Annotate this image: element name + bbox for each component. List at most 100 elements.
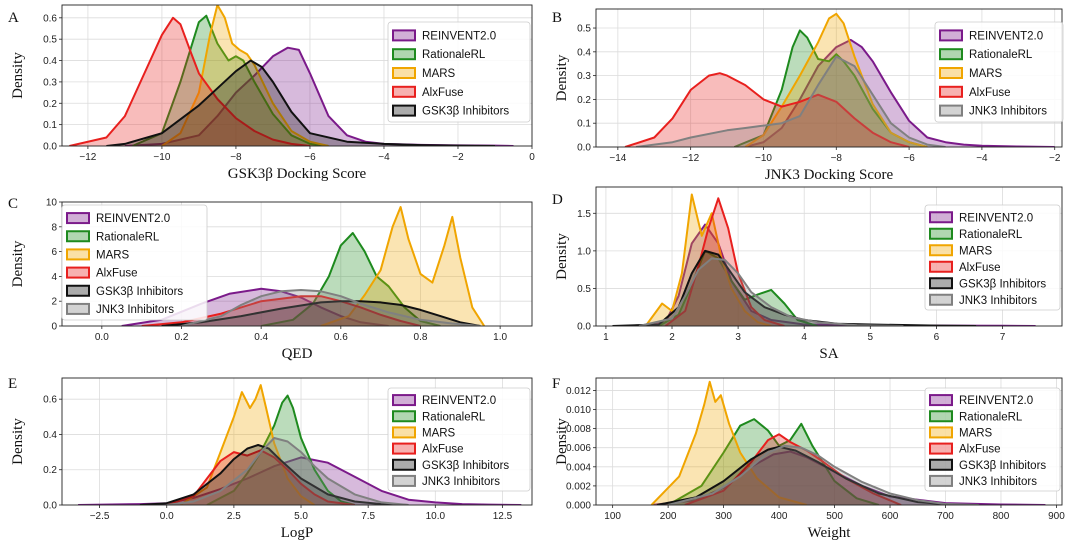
legend: REINVENT2.0 RationaleRL MARS AlxFuse GSK3β I… — [924, 387, 1061, 492]
y-tick-label: 0.0 — [43, 501, 57, 512]
legend-label-mars: MARS — [959, 245, 993, 257]
density-area-reinvent2-0 — [651, 451, 1046, 505]
density-area-alxfuse — [625, 73, 910, 147]
legend-label-alxfuse: AlxFuse — [959, 444, 1001, 456]
legend-swatch-mars — [392, 426, 416, 439]
legend: REINVENT2.0 RationaleRL MARS AlxFuse GSK3β I… — [387, 21, 531, 123]
legend-swatch-reinvent2-0 — [392, 394, 416, 407]
y-tick-label: 0.4 — [43, 430, 57, 441]
x-tick-label: −12 — [79, 152, 96, 163]
legend-box — [934, 21, 1064, 123]
density-area-alxfuse — [166, 450, 355, 505]
x-tick-label: −10 — [153, 152, 170, 163]
legend-swatch-mars — [929, 244, 953, 257]
y-tick-label: 0.6 — [43, 395, 57, 406]
y-axis-label: Density — [10, 418, 26, 465]
axes-frame — [595, 186, 1063, 327]
x-axis-label: LogP — [281, 525, 314, 541]
legend-label-rationalerl: RationaleRL — [959, 229, 1023, 241]
legend-label-gsk3-inhibitors: GSK3β Inhibitors — [422, 106, 509, 118]
density-line-gsk3-inhibitors — [106, 59, 496, 146]
density-line-rationalerl — [206, 394, 355, 505]
y-tick-label: 0 — [51, 322, 57, 333]
y-tick-label: 0.0 — [577, 143, 591, 154]
legend-swatch-alxfuse — [392, 85, 416, 98]
density-line-jnk3-inhibitors — [638, 257, 904, 326]
density-line-alxfuse — [166, 449, 355, 505]
legend-swatch-gsk3-inhibitors — [66, 284, 90, 297]
density-area-alxfuse — [665, 198, 785, 326]
legend-label-rationalerl: RationaleRL — [422, 49, 486, 61]
x-tick-label: 0 — [529, 152, 535, 163]
legend-swatch-reinvent2-0 — [929, 394, 953, 407]
y-tick-label: 0.004 — [566, 462, 591, 473]
density-area-mars — [320, 207, 485, 326]
legend-label-reinvent2-0: REINVENT2.0 — [969, 30, 1043, 42]
y-tick-label: 0.6 — [43, 13, 57, 24]
series-group — [69, 5, 514, 146]
x-tick-label: 1.0 — [493, 332, 507, 343]
legend-label-mars: MARS — [422, 427, 456, 439]
series-group — [624, 12, 1055, 147]
x-tick-label: 200 — [660, 511, 677, 522]
legend-swatch-jnk3-inhibitors — [939, 104, 963, 117]
density-line-gsk3-inhibitors — [139, 444, 409, 505]
legend-swatch-reinvent2-0 — [939, 29, 963, 42]
x-tick-label: 0.8 — [414, 332, 428, 343]
x-tick-label: 5.0 — [294, 511, 308, 522]
x-tick-label: 2.5 — [227, 511, 241, 522]
y-tick-label: 0.010 — [566, 405, 591, 416]
x-tick-label: −4 — [976, 153, 988, 164]
legend-label-jnk3-inhibitors: JNK3 Inhibitors — [96, 304, 174, 316]
density-line-alxfuse — [141, 295, 421, 326]
density-area-rationalerl — [261, 233, 441, 326]
y-tick-label: 1.5 — [577, 209, 591, 220]
legend-label-mars: MARS — [422, 68, 456, 80]
legend-label-gsk3-inhibitors: GSK3β Inhibitors — [959, 460, 1046, 472]
x-tick-label: 10.0 — [426, 511, 446, 522]
y-tick-label: 0.012 — [566, 386, 591, 397]
density-line-rationalerl — [658, 249, 818, 326]
x-tick-label: −10 — [755, 153, 772, 164]
x-tick-label: −4 — [378, 152, 390, 163]
x-tick-label: −2 — [1049, 153, 1061, 164]
x-tick-label: −12 — [682, 153, 699, 164]
x-tick-label: 0.4 — [254, 332, 268, 343]
legend-label-gsk3-inhibitors: GSK3β Inhibitors — [96, 286, 183, 298]
density-area-jnk3-inhibitors — [639, 258, 904, 326]
panel-letter: A — [8, 10, 19, 26]
y-tick-label: 0.008 — [566, 424, 591, 435]
legend: REINVENT2.0 RationaleRL MARS AlxFuse GSK3β I… — [387, 387, 531, 492]
legend-label-rationalerl: RationaleRL — [96, 231, 160, 243]
y-tick-label: 0.4 — [577, 47, 591, 58]
density-line-rationalerl — [261, 232, 441, 326]
legend-swatch-rationalerl — [939, 48, 963, 61]
legend-swatch-jnk3-inhibitors — [66, 302, 90, 315]
legend-swatch-reinvent2-0 — [66, 212, 90, 225]
y-tick-label: 0.006 — [566, 443, 591, 454]
x-tick-label: −8 — [230, 152, 242, 163]
legend-swatch-mars — [392, 67, 416, 79]
x-tick-label: −6 — [304, 152, 316, 163]
y-tick-label: 0.5 — [577, 24, 591, 35]
legend-swatch-jnk3-inhibitors — [929, 293, 953, 306]
legend-swatch-rationalerl — [929, 227, 953, 240]
legend-swatch-rationalerl — [392, 48, 416, 61]
legend-swatch-rationalerl — [392, 410, 416, 423]
density-area-alxfuse — [69, 17, 311, 146]
legend-label-jnk3-inhibitors: JNK3 Inhibitors — [969, 106, 1047, 118]
legend-label-alxfuse: AlxFuse — [422, 444, 464, 456]
y-tick-label: 0.2 — [43, 99, 57, 110]
series-group — [650, 380, 1046, 505]
x-tick-label: −2.5 — [90, 511, 110, 522]
density-line-alxfuse — [624, 72, 910, 147]
density-area-reinvent2-0 — [745, 39, 1055, 147]
legend-swatch-alxfuse — [392, 442, 416, 455]
x-tick-label: 300 — [715, 511, 732, 522]
panel-letter: F — [552, 376, 560, 392]
density-line-alxfuse — [69, 16, 311, 146]
x-tick-label: 0.0 — [95, 332, 109, 343]
legend-swatch-mars — [939, 67, 963, 79]
x-axis-label: JNK3 Docking Score — [765, 167, 894, 183]
x-tick-label: 5 — [868, 332, 874, 343]
